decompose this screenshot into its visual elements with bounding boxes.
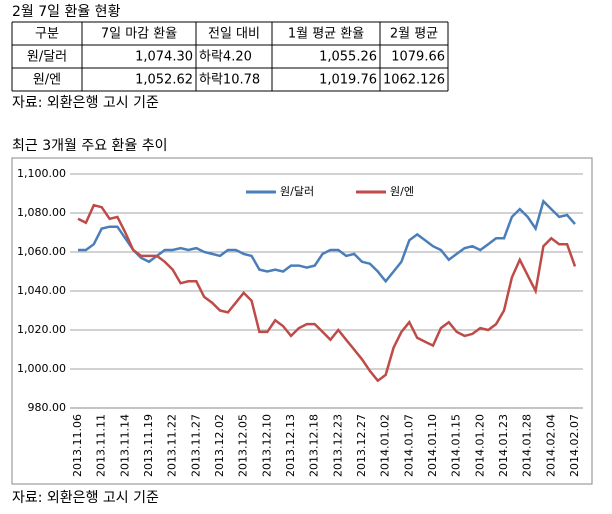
- x-tick-label: 2013.11.19: [142, 414, 155, 477]
- chart-frame: [11, 157, 593, 485]
- x-tick-label: 2014.01.20: [473, 414, 486, 477]
- y-tick-label: 980.00: [28, 401, 67, 414]
- table-cell: 원/달러: [27, 50, 67, 65]
- y-tick-label: 1,080.00: [17, 206, 66, 219]
- table-cell: 하락4.20: [199, 50, 252, 65]
- table-cell: 1,074.30: [135, 50, 193, 65]
- chart-title: 최근 3개월 주요 환율 추이: [12, 138, 168, 154]
- legend-label: 원/엔: [390, 185, 414, 198]
- table-cell: 1079.66: [391, 50, 445, 65]
- series-line: [77, 203, 577, 383]
- x-tick-label: 2013.12.10: [260, 414, 273, 477]
- table-header: 2월 평균: [390, 27, 438, 42]
- x-tick-label: 2013.11.22: [166, 414, 179, 477]
- x-tick-label: 2013.11.06: [71, 414, 84, 477]
- table-cell: 원/엔: [33, 73, 61, 88]
- x-tick-label: 2014.01.10: [426, 414, 439, 477]
- x-tick-label: 2013.11.27: [189, 414, 202, 477]
- x-tick-label: 2013.11.14: [118, 414, 131, 477]
- x-tick-label: 2014.01.15: [450, 414, 463, 477]
- series-line: [78, 198, 576, 284]
- table-header: 전일 대비: [208, 27, 260, 42]
- x-tick-label: 2014.01.23: [497, 414, 510, 477]
- x-tick-label: 2014.01.02: [379, 414, 392, 477]
- table-title: 2월 7일 환율 현황: [12, 4, 121, 20]
- x-tick-label: 2013.12.23: [331, 414, 344, 477]
- x-tick-label: 2013.12.13: [284, 414, 297, 477]
- x-tick-label: 2013.12.18: [308, 414, 321, 477]
- x-tick-label: 2013.12.02: [213, 414, 226, 477]
- x-tick-label: 2013.12.27: [355, 414, 368, 477]
- table-header: 구분: [35, 27, 59, 42]
- table-cell: 1,019.76: [319, 73, 377, 88]
- x-tick-label: 2013.12.05: [237, 414, 250, 477]
- x-tick-label: 2014.01.07: [402, 414, 415, 477]
- x-tick-label: 2014.02.07: [568, 414, 581, 477]
- table-cell: 1062.126: [383, 73, 445, 88]
- table-header: 7일 마감 환율: [101, 27, 177, 42]
- y-tick-label: 1,020.00: [17, 323, 66, 336]
- y-tick-label: 1,100.00: [17, 167, 66, 180]
- x-tick-label: 2014.02.04: [544, 414, 557, 477]
- table-source: 자료: 외환은행 고시 기준: [12, 95, 159, 111]
- table-cell: 1,052.62: [135, 73, 193, 88]
- table-cell: 1,055.26: [319, 50, 377, 65]
- y-tick-label: 1,000.00: [17, 362, 66, 375]
- table-header: 1월 평균 환율: [288, 27, 364, 42]
- x-tick-label: 2013.11.11: [95, 414, 108, 477]
- x-tick-label: 2014.01.28: [521, 414, 534, 477]
- y-tick-label: 1,060.00: [17, 245, 66, 258]
- table-cell: 하락10.78: [199, 73, 260, 88]
- legend-label: 원/달러: [280, 185, 314, 198]
- chart-source: 자료: 외환은행 고시 기준: [12, 490, 159, 506]
- y-tick-label: 1,040.00: [17, 284, 66, 297]
